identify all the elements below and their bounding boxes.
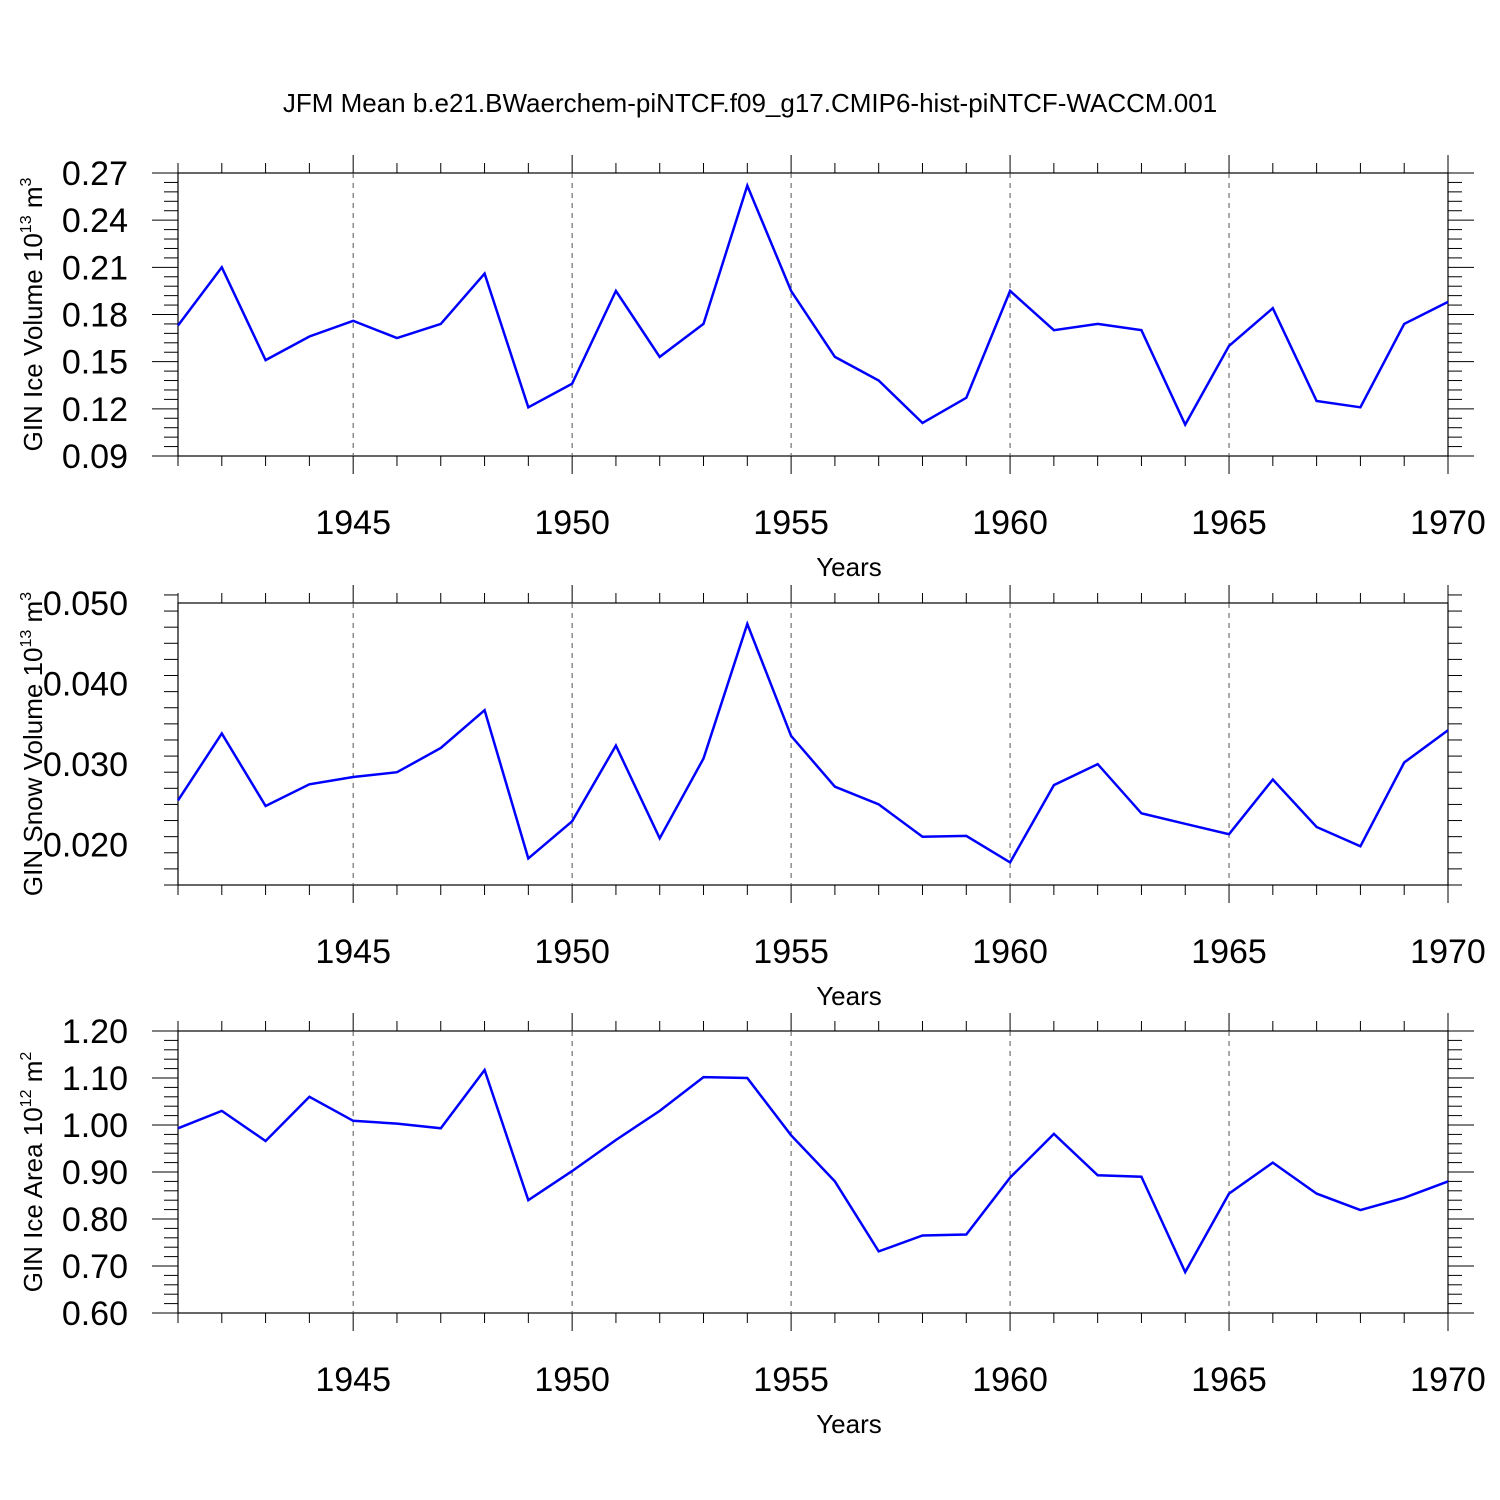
y-tick-label: 0.70 bbox=[62, 1248, 128, 1286]
plot-frame bbox=[177, 602, 1449, 886]
chart-panels: 1945 1950 1955 1960 1965 1970 Years 0.09 0.12 0.1… bbox=[18, 155, 1486, 1439]
x-tick-label: 1955 bbox=[753, 933, 829, 971]
chart-panel-1: 1945 1950 1955 1960 1965 1970 Years 0.09 0.12 0.1… bbox=[18, 155, 1486, 582]
chart-panel-2: 1945 1950 1955 1960 1965 1970 Years 0.020 0.030 0… bbox=[18, 585, 1486, 1011]
y-tick-label: 0.020 bbox=[43, 827, 128, 865]
x-tick-label: 1965 bbox=[1191, 504, 1267, 542]
y-axis-title: GIN Snow Volume 1013 m3 bbox=[18, 592, 48, 896]
y-tick-label: 0.030 bbox=[43, 746, 128, 784]
y-tick-label: 0.15 bbox=[62, 344, 128, 382]
y-axis-title: GIN Ice Area 1012 m2 bbox=[18, 1052, 48, 1293]
x-tick-label: 1945 bbox=[315, 504, 391, 542]
y-tick-label: 0.60 bbox=[62, 1295, 128, 1333]
series-line bbox=[177, 1067, 1449, 1275]
y-tick-label: 0.09 bbox=[62, 438, 128, 476]
plot-frame bbox=[177, 172, 1449, 457]
y-tick-label: 0.18 bbox=[62, 297, 128, 335]
y-axis-title: GIN Ice Volume 1013 m3 bbox=[18, 177, 48, 451]
y-tick-label: 0.90 bbox=[62, 1154, 128, 1192]
x-tick-label: 1955 bbox=[753, 1361, 829, 1399]
x-tick-label: 1950 bbox=[534, 504, 610, 542]
x-tick-label: 1970 bbox=[1410, 504, 1486, 542]
y-tick-label: 1.00 bbox=[62, 1107, 128, 1145]
x-axis-title: Years bbox=[816, 981, 882, 1011]
series-line bbox=[177, 181, 1449, 428]
y-tick-label: 0.80 bbox=[62, 1201, 128, 1239]
chart-panel-3: 1945 1950 1955 1960 1965 1970 Years 0.60 0.70 0.8… bbox=[18, 1013, 1486, 1439]
x-tick-label: 1960 bbox=[972, 933, 1048, 971]
x-axis-title: Years bbox=[816, 552, 882, 582]
x-tick-label: 1970 bbox=[1410, 933, 1486, 971]
y-tick-label: 0.24 bbox=[62, 202, 128, 240]
y-tick-label: 0.050 bbox=[43, 585, 128, 623]
x-tick-label: 1960 bbox=[972, 504, 1048, 542]
x-tick-label: 1950 bbox=[534, 933, 610, 971]
x-tick-label: 1945 bbox=[315, 1361, 391, 1399]
y-tick-label: 0.27 bbox=[62, 155, 128, 193]
y-tick-label: 0.21 bbox=[62, 249, 128, 287]
y-tick-label: 0.040 bbox=[43, 666, 128, 704]
y-tick-label: 1.10 bbox=[62, 1060, 128, 1098]
x-tick-label: 1950 bbox=[534, 1361, 610, 1399]
x-tick-label: 1960 bbox=[972, 1361, 1048, 1399]
x-tick-label: 1970 bbox=[1410, 1361, 1486, 1399]
y-tick-label: 0.12 bbox=[62, 391, 128, 429]
x-tick-label: 1945 bbox=[315, 933, 391, 971]
x-tick-label: 1955 bbox=[753, 504, 829, 542]
x-axis-title: Years bbox=[816, 1409, 882, 1439]
x-tick-label: 1965 bbox=[1191, 1361, 1267, 1399]
x-tick-label: 1965 bbox=[1191, 933, 1267, 971]
figure-title: JFM Mean b.e21.BWaerchem-piNTCF.f09_g17.… bbox=[283, 88, 1217, 118]
series-line bbox=[176, 620, 1449, 865]
y-tick-label: 1.20 bbox=[62, 1013, 128, 1051]
